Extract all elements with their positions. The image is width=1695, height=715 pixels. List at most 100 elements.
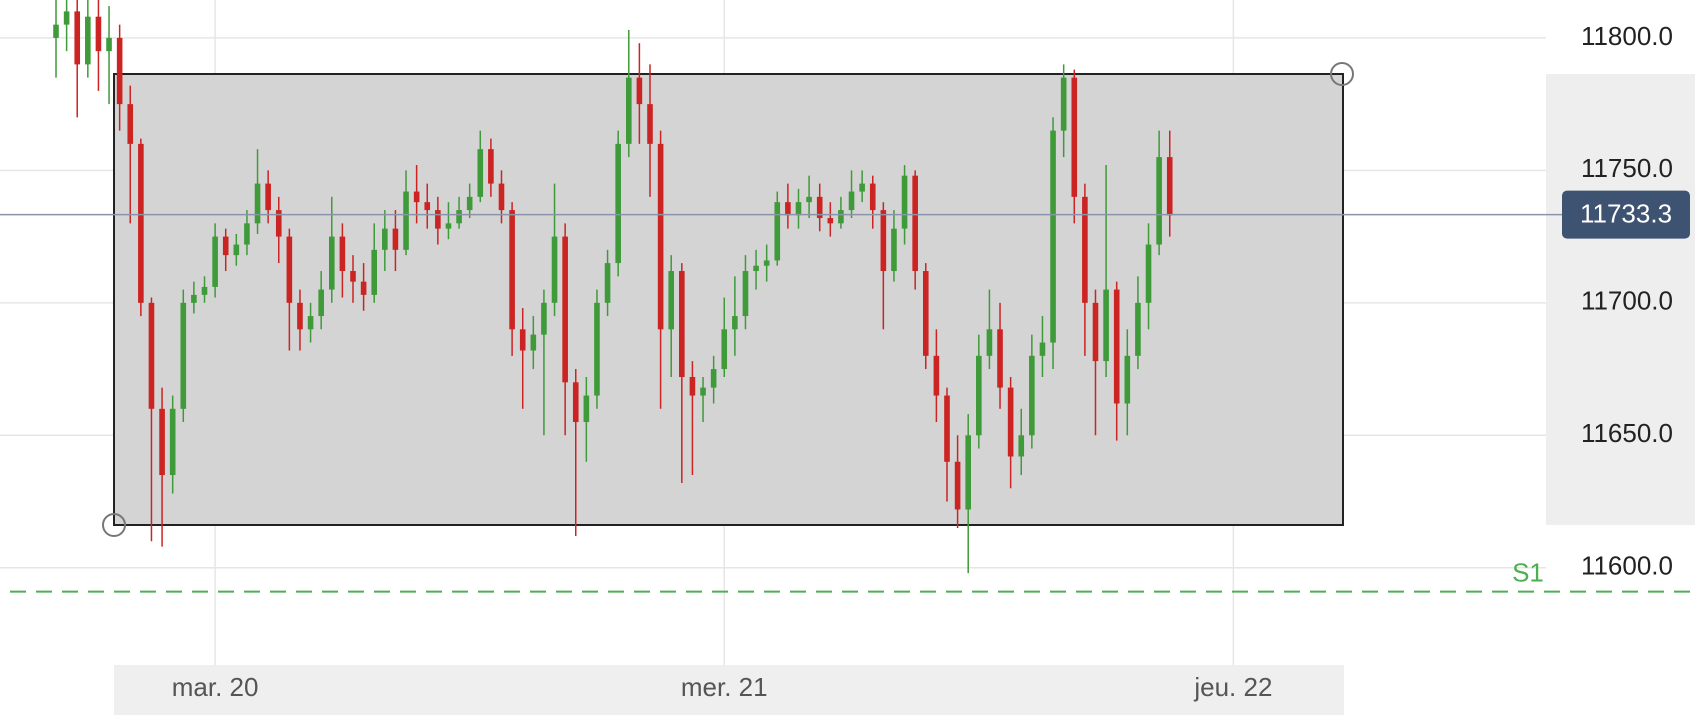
candle-body (180, 302, 187, 409)
candle-body (138, 143, 144, 303)
candle (519, 308, 526, 409)
candle-body (541, 302, 547, 335)
candle-body (74, 11, 81, 65)
candle (169, 395, 176, 494)
candle-body (1145, 244, 1152, 303)
candle-body (912, 175, 918, 272)
candle-body (965, 435, 972, 510)
candle-body (95, 16, 102, 52)
candle (148, 297, 155, 542)
candle-body (222, 236, 229, 256)
candle-body (1029, 355, 1035, 436)
x-tick-label: mer. 21 (681, 672, 768, 702)
candle-body (976, 355, 982, 436)
candle (106, 6, 112, 105)
candle-body (625, 77, 632, 144)
candle-body (901, 175, 908, 229)
candle (339, 223, 346, 298)
candle-body (392, 228, 399, 250)
drawing-handle[interactable] (102, 513, 126, 537)
candle (1145, 223, 1152, 330)
candle-body (679, 271, 685, 378)
candle-body (85, 16, 91, 65)
candle (201, 276, 208, 303)
candle (466, 183, 473, 219)
candle (74, 0, 81, 118)
candle-body (732, 316, 738, 330)
candle (1092, 289, 1099, 436)
candle-body (371, 249, 378, 295)
candle (1007, 377, 1014, 489)
candle (1156, 130, 1162, 256)
candle (456, 196, 462, 229)
candle (116, 24, 123, 131)
candle-body (753, 265, 759, 272)
candle (583, 377, 590, 462)
candle (572, 369, 579, 536)
candle-body (477, 149, 484, 197)
candle-body (498, 183, 505, 211)
candle-body (286, 236, 293, 303)
candle (668, 255, 675, 378)
candle (679, 263, 685, 483)
candle-body (382, 228, 388, 250)
candle (286, 228, 293, 351)
candle (307, 302, 314, 343)
candle (636, 43, 643, 144)
candle (562, 223, 568, 436)
candle (1135, 276, 1141, 370)
candle (403, 170, 409, 256)
candle-body (307, 316, 314, 330)
candle (774, 191, 781, 266)
candle (1166, 130, 1173, 237)
candle (63, 0, 70, 52)
candle (477, 130, 484, 203)
candle-body (403, 191, 409, 250)
candle (763, 244, 770, 282)
candle-body (562, 236, 568, 383)
candle-body (488, 149, 494, 184)
candle (1082, 183, 1088, 356)
candle (689, 361, 696, 476)
y-tick-label: 11600.0 (1581, 551, 1673, 581)
candle-body (169, 408, 176, 476)
candle (275, 196, 282, 264)
candle (222, 228, 229, 272)
y-tick-label: 11650.0 (1581, 418, 1673, 448)
candle-body (795, 202, 802, 216)
candle-body (201, 286, 208, 295)
candle (1113, 281, 1120, 441)
candle-body (891, 228, 897, 272)
candle-body (1060, 77, 1067, 131)
candle (657, 130, 664, 409)
candle (785, 183, 791, 229)
candle (965, 414, 972, 574)
y-tick-label: 11800.0 (1581, 21, 1673, 51)
drawing-handle[interactable] (1330, 62, 1354, 86)
candle (1071, 69, 1078, 224)
candle (127, 85, 134, 224)
candle (869, 175, 876, 229)
candle-body (339, 236, 346, 272)
candle-body (1039, 342, 1046, 356)
last-price-label: 11733.3 (1580, 198, 1672, 228)
candle-body (350, 271, 356, 282)
candle-body (1092, 302, 1099, 362)
candle (922, 263, 929, 370)
price-range-highlight (1546, 74, 1695, 525)
candle (138, 138, 144, 317)
candle-body (933, 355, 940, 396)
candle-body (1156, 157, 1162, 245)
candle (859, 170, 865, 203)
candle-body (1135, 302, 1141, 356)
candle-body (774, 202, 781, 261)
candle-body (551, 236, 558, 303)
candle (191, 281, 197, 314)
candle-body (986, 329, 993, 356)
last-price-badge (1562, 190, 1690, 239)
candle-body (700, 387, 706, 396)
candle-body (275, 210, 282, 237)
candle (891, 210, 897, 282)
candle-body (244, 223, 250, 245)
